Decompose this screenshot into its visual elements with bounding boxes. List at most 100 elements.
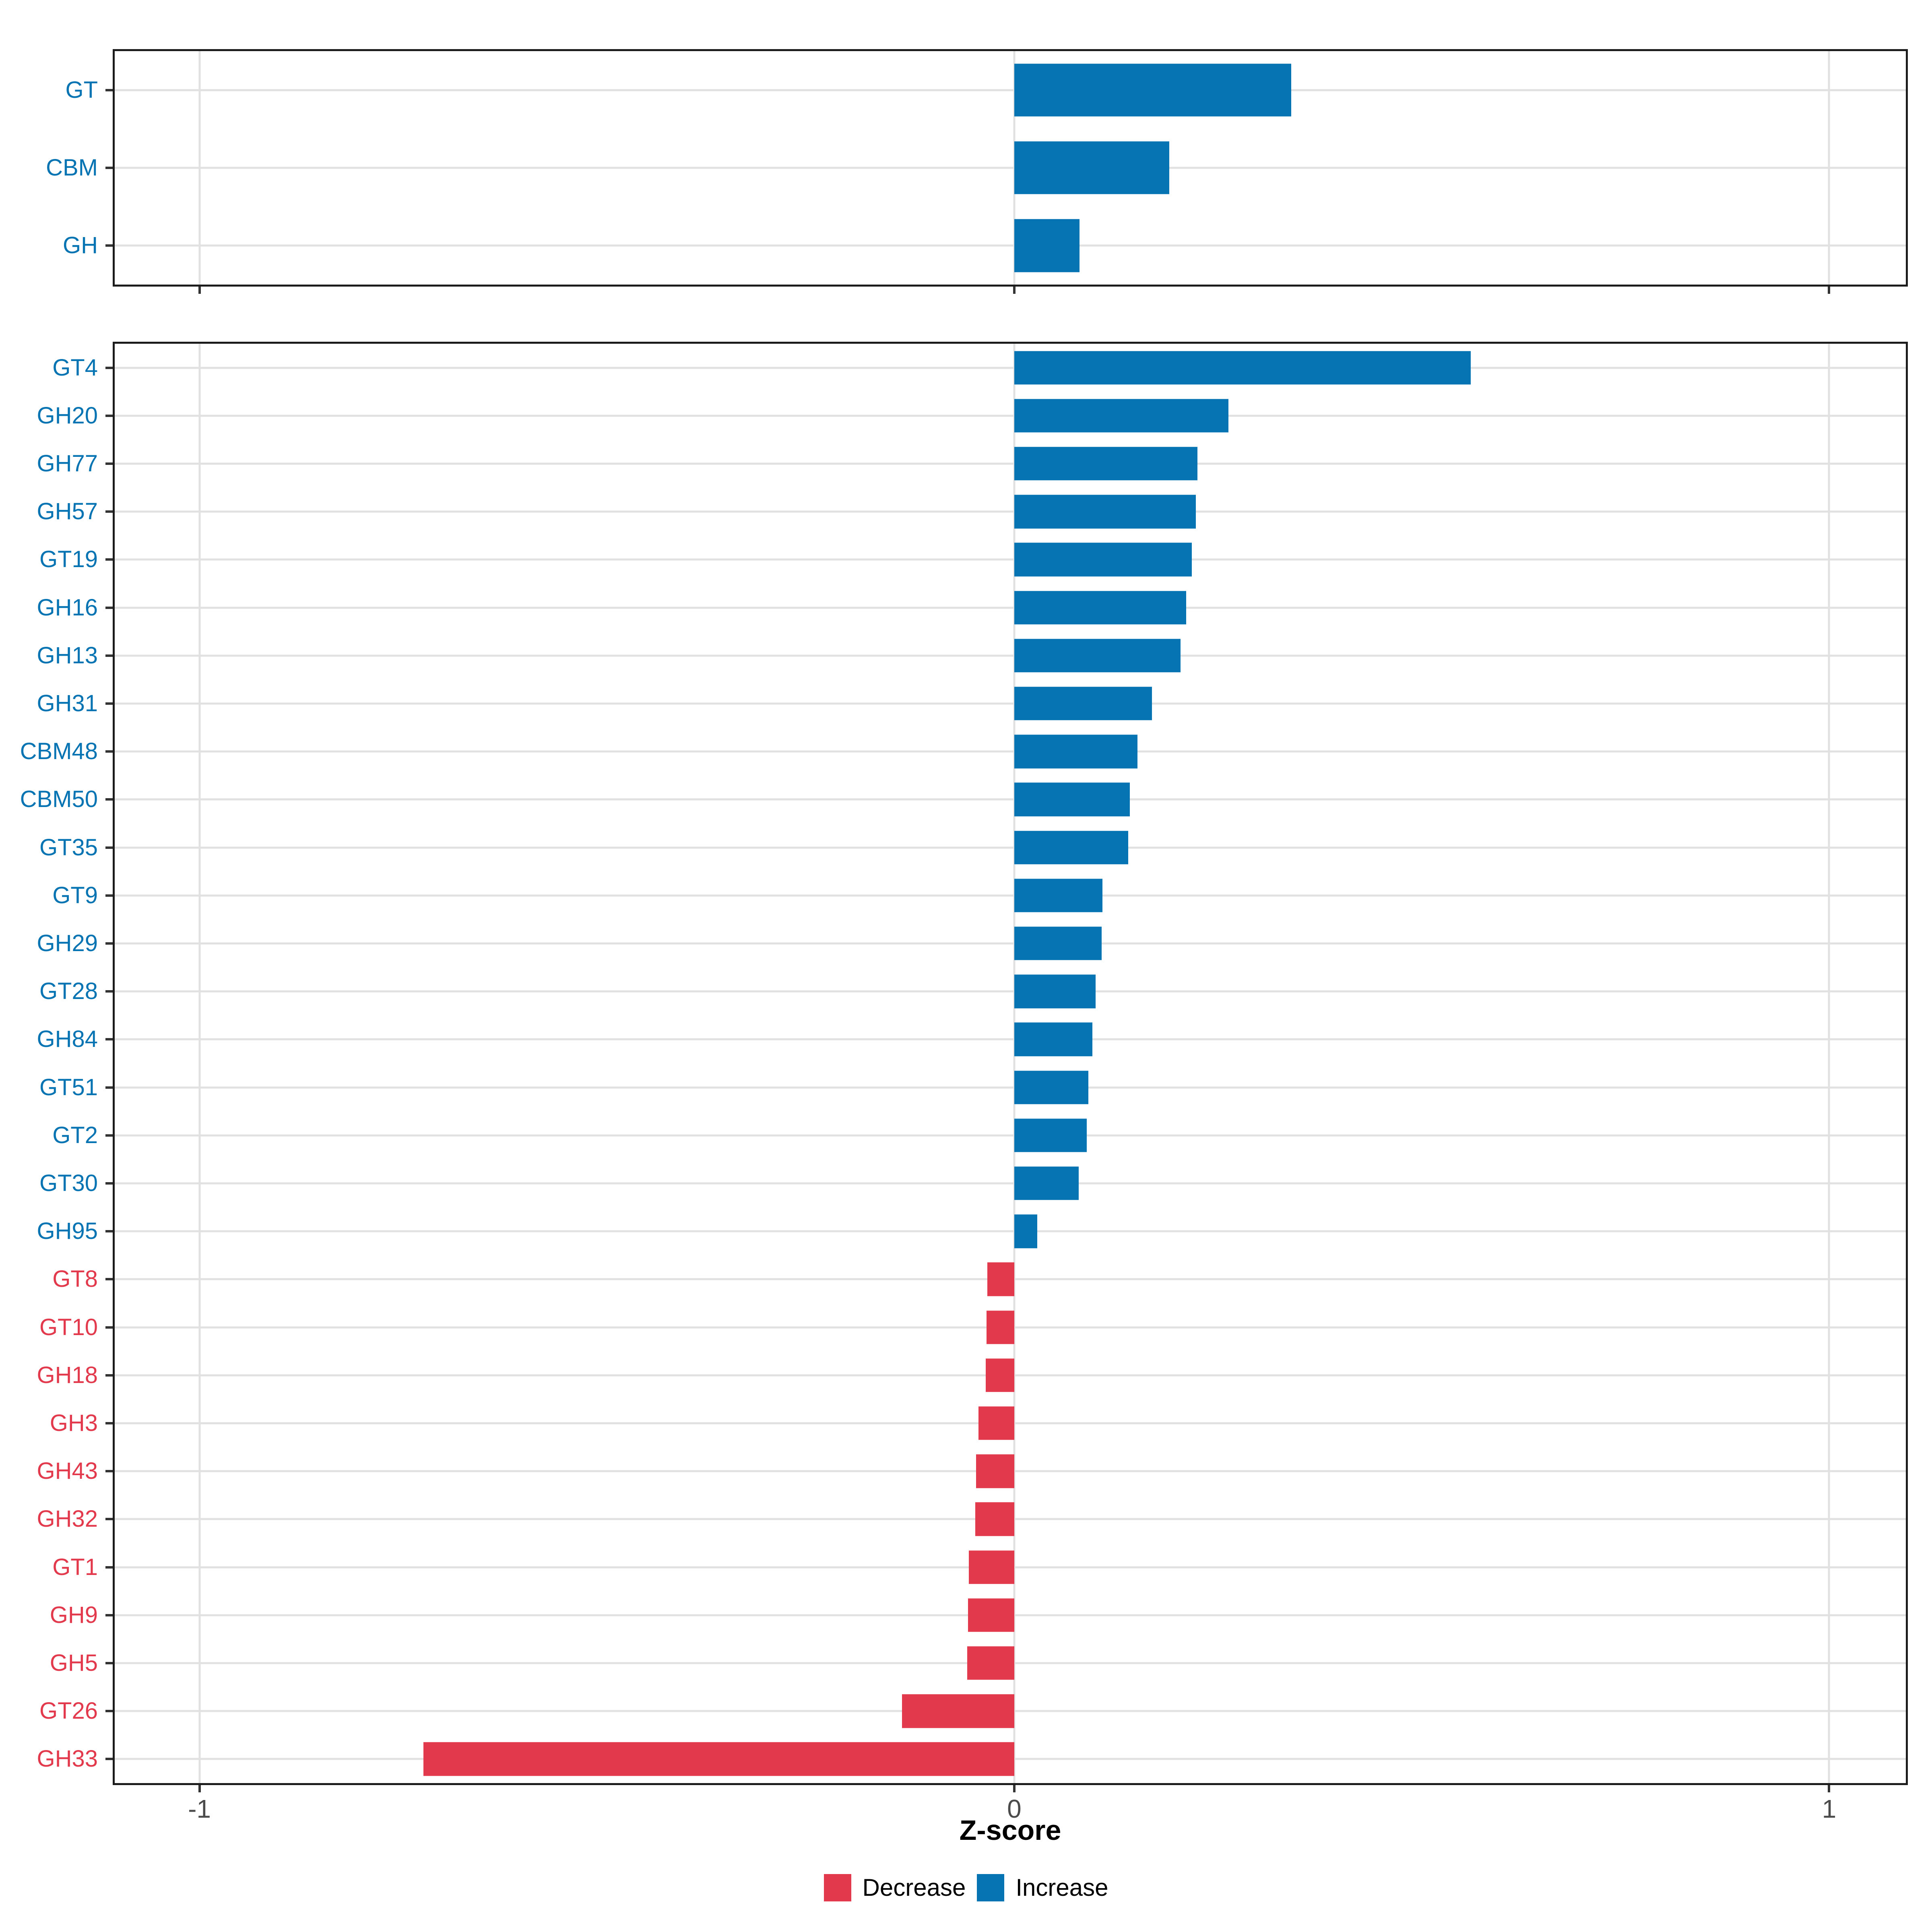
y-axis-tick bbox=[105, 1134, 113, 1137]
gh-bar bbox=[1014, 219, 1080, 272]
gridline-h bbox=[115, 367, 1906, 369]
summary-panel: GT CBM GH bbox=[46, 49, 1908, 294]
gridline-h bbox=[115, 462, 1906, 465]
y-axis-tick bbox=[105, 89, 113, 91]
gt10-axis-label: GT10 bbox=[39, 1314, 98, 1340]
y-axis-tick bbox=[105, 1518, 113, 1521]
gh29-bar bbox=[1014, 927, 1102, 960]
gridline-h bbox=[115, 1134, 1906, 1137]
gridline-h bbox=[115, 510, 1906, 513]
gh57-axis-label: GH57 bbox=[37, 498, 98, 525]
gh13-bar bbox=[1014, 639, 1181, 673]
y-axis-tick bbox=[105, 606, 113, 609]
gh43-bar bbox=[976, 1454, 1014, 1488]
gh13-axis-label: GH13 bbox=[37, 642, 98, 669]
x-axis-title: Z-score bbox=[959, 1814, 1061, 1846]
y-axis-tick bbox=[105, 1710, 113, 1713]
gt30-axis-label: GT30 bbox=[39, 1170, 98, 1196]
gridline-h bbox=[115, 1038, 1906, 1040]
gt4-bar bbox=[1014, 351, 1471, 385]
gt9-bar bbox=[1014, 879, 1102, 912]
gh77-bar bbox=[1014, 447, 1198, 481]
gh18-bar bbox=[986, 1358, 1014, 1392]
cbm-axis-label: CBM bbox=[46, 155, 98, 181]
gt1-bar bbox=[968, 1550, 1014, 1584]
gh33-bar bbox=[423, 1742, 1014, 1776]
y-axis-tick bbox=[105, 1422, 113, 1424]
gt51-axis-label: GT51 bbox=[39, 1074, 98, 1100]
gt1-axis-label: GT1 bbox=[52, 1554, 98, 1580]
legend-label-increase: Increase bbox=[1016, 1874, 1108, 1901]
gridline-h bbox=[115, 654, 1906, 657]
gh29-axis-label: GH29 bbox=[37, 930, 98, 956]
cbm50-axis-label: CBM50 bbox=[20, 786, 98, 813]
gridline-h bbox=[115, 244, 1906, 247]
y-axis-tick bbox=[105, 558, 113, 561]
x-axis-tick bbox=[1013, 1785, 1016, 1792]
y-axis-tick bbox=[105, 894, 113, 897]
gt35-bar bbox=[1014, 830, 1129, 865]
gh77-axis-label: GH77 bbox=[37, 450, 98, 477]
y-axis-tick bbox=[105, 1374, 113, 1377]
gridline-h bbox=[115, 415, 1906, 417]
gridline-h bbox=[115, 167, 1906, 169]
gh20-axis-label: GH20 bbox=[37, 402, 98, 429]
cbm48-axis-label: CBM48 bbox=[20, 738, 98, 765]
legend-item-decrease: Decrease bbox=[824, 1874, 966, 1901]
gt2-axis-label: GT2 bbox=[52, 1122, 98, 1148]
gt9-axis-label: GT9 bbox=[52, 882, 98, 908]
gt26-axis-label: GT26 bbox=[39, 1698, 98, 1724]
x-axis-tick bbox=[198, 1785, 201, 1792]
gt51-bar bbox=[1014, 1070, 1089, 1104]
cbm-bar bbox=[1014, 141, 1169, 194]
gt-bar bbox=[1014, 63, 1292, 117]
gridline-h bbox=[115, 750, 1906, 753]
gridline-h bbox=[115, 89, 1906, 91]
y-axis-tick bbox=[105, 798, 113, 801]
legend: Decrease Increase bbox=[0, 1874, 1932, 1901]
y-axis-tick bbox=[105, 990, 113, 993]
increase-swatch-icon bbox=[977, 1874, 1005, 1901]
gt10-bar bbox=[987, 1310, 1014, 1344]
y-axis-tick bbox=[105, 1230, 113, 1233]
gridline-h bbox=[115, 798, 1906, 801]
gridline-h bbox=[115, 607, 1906, 609]
y-axis-tick bbox=[105, 702, 113, 705]
family-panel: -1 0 1 GT4 GH20 GH77 GH57 GT19 GH16 GH13 GH31 CBM48… bbox=[20, 342, 1908, 1822]
x-axis-tick bbox=[198, 287, 201, 294]
gridline-v bbox=[198, 344, 201, 1783]
x-tick-label: 1 bbox=[1822, 1794, 1837, 1823]
gh16-axis-label: GH16 bbox=[37, 594, 98, 621]
gt35-axis-label: GT35 bbox=[39, 834, 98, 861]
y-axis-tick bbox=[105, 750, 113, 753]
legend-label-decrease: Decrease bbox=[862, 1874, 966, 1901]
x-axis-tick bbox=[1828, 287, 1831, 294]
gh3-axis-label: GH3 bbox=[50, 1410, 98, 1436]
x-axis-tick bbox=[1828, 1785, 1831, 1792]
gh18-axis-label: GH18 bbox=[37, 1362, 98, 1388]
gt19-axis-label: GT19 bbox=[39, 546, 98, 573]
gridline-v bbox=[198, 51, 201, 285]
y-axis-tick bbox=[105, 1038, 113, 1041]
gh20-bar bbox=[1014, 399, 1229, 433]
x-tick-label: 0 bbox=[1007, 1794, 1022, 1823]
y-axis-tick bbox=[105, 1326, 113, 1329]
gh9-bar bbox=[968, 1598, 1014, 1632]
gh57-bar bbox=[1014, 495, 1196, 528]
y-axis-tick bbox=[105, 244, 113, 247]
decrease-swatch-icon bbox=[824, 1874, 851, 1901]
gridline-h bbox=[115, 558, 1906, 561]
gridline-h bbox=[115, 1230, 1906, 1232]
gt26-bar bbox=[902, 1694, 1014, 1728]
y-axis-tick bbox=[105, 510, 113, 513]
gh16-bar bbox=[1014, 590, 1187, 625]
y-axis-tick bbox=[105, 366, 113, 369]
y-axis-tick bbox=[105, 1278, 113, 1281]
y-axis-tick bbox=[105, 846, 113, 849]
gridline-h bbox=[115, 894, 1906, 897]
y-axis-tick bbox=[105, 1086, 113, 1089]
gt30-bar bbox=[1014, 1166, 1079, 1200]
y-axis-tick bbox=[105, 1182, 113, 1185]
gh84-bar bbox=[1014, 1022, 1093, 1057]
